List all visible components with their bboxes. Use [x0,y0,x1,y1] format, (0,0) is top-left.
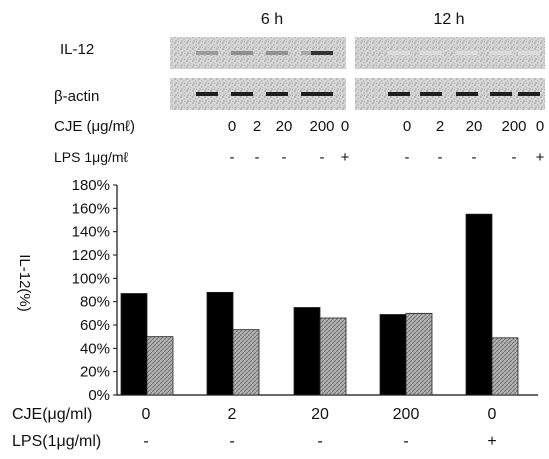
blot-band [518,92,540,96]
x-category-label: 0 [488,406,497,423]
blot-lane-cje: 2 [253,118,261,135]
blot-lane-cje: 2 [436,118,444,135]
bar-gray [405,312,433,396]
blot-band [196,51,218,55]
blot-lane-lps: - [230,149,235,166]
blot-lane-cje: 20 [466,118,483,135]
blot-strip-il12-12h [355,37,545,69]
x-lps-label: - [317,433,322,450]
x-lps-label: - [143,433,148,450]
blot-lane-cje: 20 [276,118,293,135]
y-tick-label: 80% [80,294,110,311]
y-tick-label: 40% [80,340,110,357]
x-category-label: 20 [311,406,329,423]
blot-band [518,51,540,55]
blot-band [456,92,478,96]
blot-lane-lps: - [255,149,260,166]
bar-gray [146,336,174,396]
blot-lane-cje: 0 [536,118,544,135]
y-axis-label: IL-12(%) [16,254,33,312]
blot-band [490,51,512,55]
blot-band [456,51,478,55]
blot-row-label-il12: IL-12 [60,41,94,58]
y-tick-label: 0% [88,387,110,404]
y-tick-label: 180% [72,177,110,194]
bar-black [293,307,321,396]
blot-lane-lps: - [282,149,287,166]
blot-lane-cje: 0 [228,118,236,135]
blot-band [311,51,333,55]
blot-lane-cje: 200 [309,118,334,135]
blot-band [420,92,442,96]
blot-lane-lps: - [512,149,517,166]
blot-row-label-beta-actin: β-actin [54,88,99,105]
bar-black [206,291,234,396]
blot-band [490,92,512,96]
blot-lane-lps: - [405,149,410,166]
x-category-label: 0 [142,406,151,423]
blot-band [388,51,410,55]
bar-gray [491,337,519,396]
blot-lps-label: LPS 1μg/mℓ [54,149,129,165]
y-tick-label: 120% [72,247,110,264]
x-category-label: 2 [228,406,237,423]
x-row-label-cje: CJE(μg/ml) [12,406,92,423]
x-lps-label: - [403,433,408,450]
blot-band [311,92,333,96]
y-tick-label: 160% [72,200,110,217]
bar-black [465,213,493,396]
blot-band [266,92,288,96]
y-tick-label: 100% [72,270,110,287]
western-blot-panel: 6 h 12 h IL-12 β-actin CJE (μg/mℓ) LPS 1… [54,11,545,166]
blot-band [196,92,218,96]
blot-band [231,92,253,96]
blot-lane-lps: - [472,149,477,166]
y-tick-label: 140% [72,224,110,241]
blot-band [388,92,410,96]
blot-band [266,51,288,55]
bar-black [120,293,148,396]
blot-lane-lps: + [341,149,350,166]
bar-chart: IL-12(%) 0% 20% 40% 60% 80% 100% 120% 140% 160% 1… [12,177,538,450]
blot-band [420,51,442,55]
blot-lane-lps: - [438,149,443,166]
y-tick-label: 60% [80,317,110,334]
blot-band [231,51,253,55]
blot-lane-cje: 0 [403,118,411,135]
x-lps-label: - [229,433,234,450]
y-tick-label: 20% [80,364,110,381]
blot-lane-cje: 0 [341,118,349,135]
time-label-12h: 12 h [433,11,464,28]
blot-lane-cje: 200 [501,118,526,135]
blot-lane-lps: + [536,149,545,166]
x-category-label: 200 [393,406,420,423]
bar-black [379,314,407,396]
time-label-6h: 6 h [261,11,283,28]
x-row-label-lps: LPS(1μg/ml) [12,433,101,450]
blot-lane-lps: - [320,149,325,166]
bar-gray [232,329,260,396]
bar-gray [319,317,347,396]
blot-strip-actin-12h [355,78,545,110]
x-lps-label: + [487,433,496,450]
blot-cje-label: CJE (μg/mℓ) [54,118,135,135]
